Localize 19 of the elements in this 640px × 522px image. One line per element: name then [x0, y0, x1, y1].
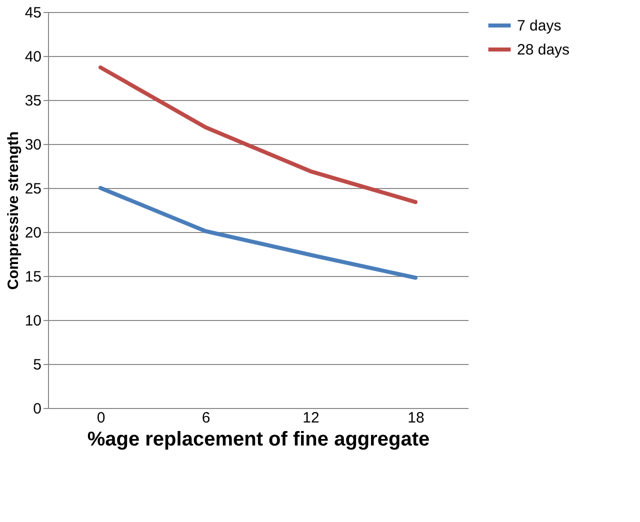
y-tick-label: 45 [24, 4, 42, 22]
y-tick-label: 15 [24, 268, 42, 286]
line-series [98, 65, 418, 204]
y-tick-label: 25 [24, 180, 42, 198]
y-tick-label: 40 [24, 48, 42, 66]
legend-label: 7 days [517, 18, 562, 34]
y-tick-label: 35 [24, 92, 42, 110]
y-axis-title: Compressive strength [4, 131, 22, 290]
x-tick-label: 0 [96, 410, 106, 426]
y-tick-label: 20 [24, 224, 42, 242]
x-tick-label: 18 [408, 410, 424, 426]
y-tick-label: 30 [24, 136, 42, 154]
y-tick-label: 10 [24, 312, 42, 330]
y-tick-label: 5 [33, 356, 42, 374]
line-series [98, 186, 418, 280]
x-axis-title: %age replacement of fine aggregate [87, 428, 430, 450]
x-tick-label: 12 [302, 410, 320, 426]
legend-label: 28 days [517, 42, 570, 58]
x-tick-label: 6 [202, 410, 210, 426]
